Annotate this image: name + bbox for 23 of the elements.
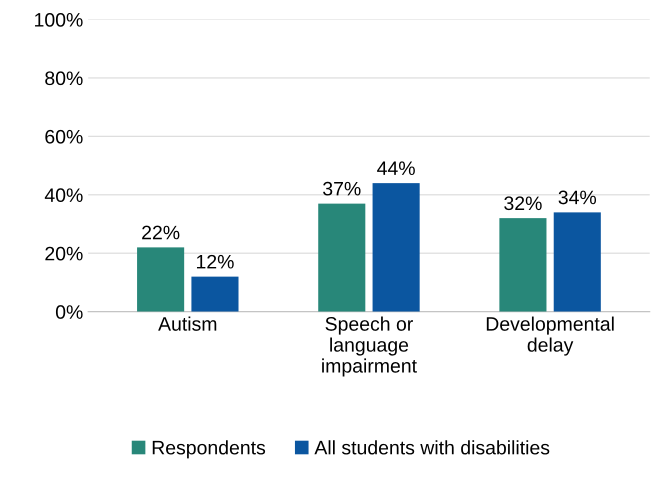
- y-tick-label: 0%: [56, 305, 83, 319]
- y-tick-label: 60%: [45, 130, 83, 144]
- bar: [191, 276, 239, 312]
- data-label: 37%: [323, 182, 361, 196]
- legend-label: All students with disabilities: [314, 440, 550, 454]
- y-tick-label: 100%: [35, 12, 83, 27]
- bar: [137, 247, 184, 312]
- x-tick-label: Autism: [158, 316, 216, 331]
- data-label: 34%: [558, 190, 596, 204]
- x-tick-label: Speech or language impairment: [322, 316, 417, 377]
- data-label: 12%: [196, 254, 234, 269]
- y-tick-label: 80%: [45, 71, 83, 86]
- data-label: 32%: [504, 196, 542, 210]
- x-tick-label: Developmental delay: [486, 316, 614, 356]
- bar: [499, 218, 546, 312]
- bar: [554, 212, 601, 312]
- data-label: 44%: [377, 161, 415, 176]
- legend-label: Respondents: [152, 440, 266, 458]
- data-label: 22%: [142, 226, 180, 240]
- bar: [318, 204, 366, 312]
- bar: [372, 183, 420, 312]
- y-tick-label: 40%: [44, 188, 83, 202]
- y-tick-label: 20%: [45, 246, 83, 260]
